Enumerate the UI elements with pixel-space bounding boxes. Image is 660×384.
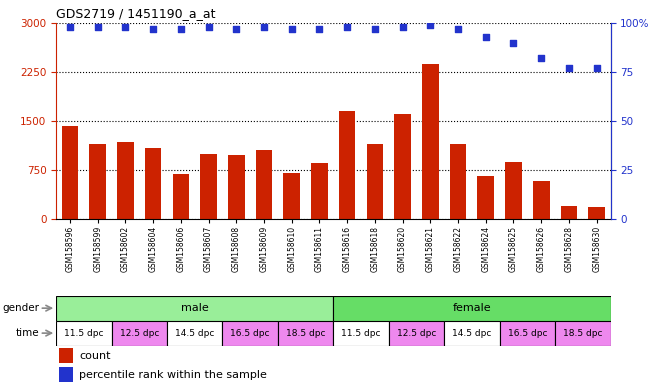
Bar <box>56 321 112 346</box>
Point <box>92 24 103 30</box>
Point <box>342 24 352 30</box>
Text: male: male <box>181 303 209 313</box>
Bar <box>311 164 328 219</box>
Bar <box>200 154 217 219</box>
Bar <box>389 321 444 346</box>
Bar <box>449 144 467 219</box>
Point <box>453 26 463 32</box>
Point <box>370 26 380 32</box>
Bar <box>59 348 73 363</box>
Bar <box>61 126 79 219</box>
Text: 18.5 dpc: 18.5 dpc <box>563 329 603 338</box>
Bar <box>117 142 134 219</box>
Bar <box>500 321 555 346</box>
Bar <box>222 321 278 346</box>
Point <box>65 24 75 30</box>
Bar <box>505 162 522 219</box>
Point <box>508 40 519 46</box>
Text: gender: gender <box>3 303 40 313</box>
Text: 14.5 dpc: 14.5 dpc <box>175 329 214 338</box>
Point <box>120 24 131 30</box>
Text: female: female <box>453 303 491 313</box>
Bar <box>145 148 162 219</box>
Bar <box>333 296 610 321</box>
Bar <box>477 177 494 219</box>
Bar <box>366 144 383 219</box>
Bar <box>333 321 389 346</box>
Bar <box>89 144 106 219</box>
Bar <box>394 114 411 219</box>
Point <box>425 22 436 28</box>
Bar <box>59 367 73 382</box>
Text: 16.5 dpc: 16.5 dpc <box>508 329 547 338</box>
Point <box>286 26 297 32</box>
Bar <box>588 207 605 219</box>
Point <box>203 24 214 30</box>
Text: time: time <box>16 328 40 338</box>
Text: 11.5 dpc: 11.5 dpc <box>341 329 381 338</box>
Point <box>148 26 158 32</box>
Bar <box>112 321 167 346</box>
Bar <box>283 173 300 219</box>
Bar <box>533 181 550 219</box>
Text: percentile rank within the sample: percentile rank within the sample <box>79 370 267 380</box>
Point <box>591 65 602 71</box>
Point <box>314 26 325 32</box>
Bar <box>555 321 610 346</box>
Text: 18.5 dpc: 18.5 dpc <box>286 329 325 338</box>
Text: 14.5 dpc: 14.5 dpc <box>452 329 492 338</box>
Bar <box>560 206 578 219</box>
Bar <box>167 321 222 346</box>
Bar <box>339 111 356 219</box>
Bar <box>444 321 500 346</box>
Text: count: count <box>79 351 111 361</box>
Point <box>536 55 546 61</box>
Bar <box>172 174 189 219</box>
Point <box>176 26 186 32</box>
Text: 11.5 dpc: 11.5 dpc <box>64 329 104 338</box>
Text: GDS2719 / 1451190_a_at: GDS2719 / 1451190_a_at <box>56 7 216 20</box>
Bar <box>278 321 333 346</box>
Text: 12.5 dpc: 12.5 dpc <box>397 329 436 338</box>
Bar <box>228 155 245 219</box>
Point <box>480 34 491 40</box>
Bar <box>422 64 439 219</box>
Bar <box>255 150 273 219</box>
Point <box>564 65 574 71</box>
Point <box>259 24 269 30</box>
Bar <box>56 296 333 321</box>
Point <box>231 26 242 32</box>
Point <box>397 24 408 30</box>
Text: 12.5 dpc: 12.5 dpc <box>119 329 159 338</box>
Text: 16.5 dpc: 16.5 dpc <box>230 329 270 338</box>
